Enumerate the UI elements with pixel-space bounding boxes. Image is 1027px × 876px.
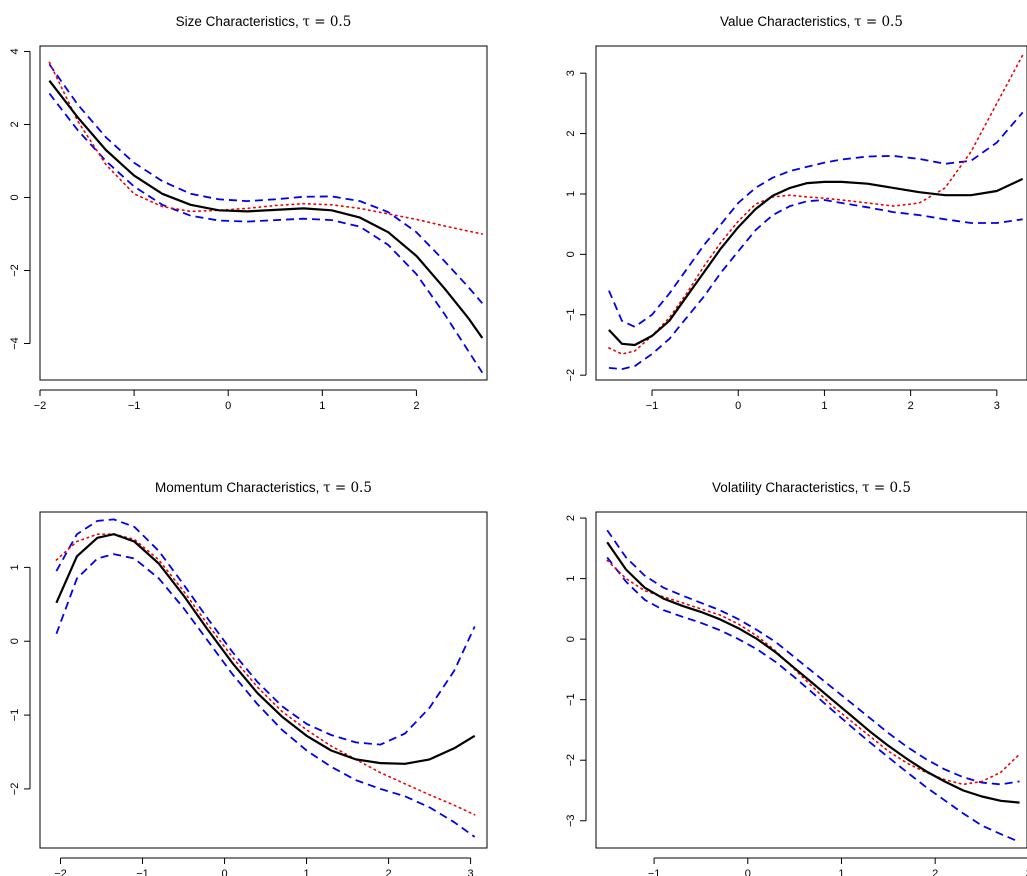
volatility-characteristics-estimate-line bbox=[606, 541, 1020, 804]
value-characteristics-y-tick-label: −2 bbox=[565, 369, 577, 382]
value-characteristics-y-tick-label: 3 bbox=[565, 70, 577, 76]
size-characteristics-plot-frame bbox=[39, 45, 488, 381]
value-characteristics-y-tick-label: 2 bbox=[565, 131, 577, 137]
size-characteristics-series-group bbox=[48, 61, 484, 374]
size-characteristics-x-tick-label: −1 bbox=[128, 400, 141, 412]
size-characteristics-y-tick-label: 4 bbox=[9, 48, 21, 54]
value-characteristics-y-tick-label: 0 bbox=[565, 251, 577, 257]
size-characteristics-lower-band-line bbox=[48, 92, 484, 374]
momentum-characteristics-lower-band-line bbox=[55, 553, 476, 838]
momentum-characteristics-x-tick-label: −1 bbox=[136, 868, 149, 876]
momentum-characteristics-y-tick-label: 1 bbox=[9, 564, 21, 570]
value-characteristics-upper-band-line bbox=[608, 111, 1024, 328]
value-characteristics-series-group bbox=[608, 54, 1024, 370]
volatility-characteristics-upper-band-line bbox=[606, 529, 1020, 786]
momentum-characteristics-y-tick-label: 0 bbox=[9, 638, 21, 644]
value-characteristics-estimate-line bbox=[608, 177, 1024, 347]
momentum-characteristics-x-tick-label: 0 bbox=[221, 868, 227, 876]
value-characteristics-title: Value Characteristics, τ = 0.5 bbox=[720, 14, 903, 30]
momentum-characteristics-plot-frame bbox=[39, 511, 488, 849]
size-characteristics-x-tick-label: 0 bbox=[225, 400, 231, 412]
value-characteristics-title-text: Value Characteristics, bbox=[720, 14, 854, 29]
momentum-characteristics-series-group bbox=[55, 518, 476, 838]
size-characteristics-title-tau: τ = 0.5 bbox=[302, 14, 351, 30]
volatility-characteristics-x-tick-label: −1 bbox=[648, 868, 661, 876]
value-characteristics-x-tick-label: −1 bbox=[646, 400, 659, 412]
volatility-characteristics-panel: Volatility Characteristics, τ = 0.5 −1 0 1 2… bbox=[565, 480, 1027, 876]
value-characteristics-comparison-dotted-line bbox=[608, 54, 1024, 355]
size-characteristics-y-tick-label: −4 bbox=[9, 337, 21, 350]
size-characteristics-comparison-dotted-line bbox=[48, 61, 484, 235]
volatility-characteristics-x-tick-label: 1 bbox=[838, 868, 844, 876]
momentum-characteristics-x-tick-label: 1 bbox=[303, 868, 309, 876]
size-characteristics-x-tick-label: −2 bbox=[34, 400, 47, 412]
momentum-characteristics-panel: Momentum Characteristics, τ = 0.5 −2 −1 0 1 2… bbox=[9, 480, 488, 876]
momentum-characteristics-y-tick-label: −2 bbox=[9, 783, 21, 796]
volatility-characteristics-y-tick-label: 1 bbox=[565, 576, 577, 582]
size-characteristics-x-tick-label: 2 bbox=[413, 400, 419, 412]
size-characteristics-y-tick-label: 2 bbox=[9, 121, 21, 127]
size-characteristics-panel: Size Characteristics, τ = 0.5 −2 −1 0 1 2 −4 −2… bbox=[9, 14, 488, 412]
momentum-characteristics-estimate-line bbox=[55, 533, 476, 765]
size-characteristics-upper-band-line bbox=[48, 63, 483, 304]
momentum-characteristics-title-text: Momentum Characteristics, bbox=[155, 480, 323, 495]
momentum-characteristics-title: Momentum Characteristics, τ = 0.5 bbox=[155, 480, 372, 496]
volatility-characteristics-title-tau: τ = 0.5 bbox=[862, 480, 911, 496]
momentum-characteristics-x-tick-label: −2 bbox=[54, 868, 67, 876]
value-characteristics-x-tick-label: 0 bbox=[735, 400, 741, 412]
value-characteristics-y-tick-label: 1 bbox=[565, 191, 577, 197]
volatility-characteristics-y-tick-label: −2 bbox=[565, 754, 577, 767]
size-characteristics-estimate-line bbox=[48, 80, 484, 339]
size-characteristics-y-tick-label: 0 bbox=[9, 194, 21, 200]
momentum-characteristics-y-tick-label: −1 bbox=[9, 709, 21, 722]
value-characteristics-x-tick-label: 3 bbox=[994, 400, 1000, 412]
momentum-characteristics-comparison-dotted-line bbox=[55, 533, 476, 816]
volatility-characteristics-y-tick-label: 2 bbox=[565, 515, 577, 521]
momentum-characteristics-title-tau: τ = 0.5 bbox=[323, 480, 372, 496]
momentum-characteristics-upper-band-line bbox=[55, 518, 476, 746]
size-characteristics-title: Size Characteristics, τ = 0.5 bbox=[176, 14, 352, 30]
volatility-characteristics-x-tick-label: 2 bbox=[932, 868, 938, 876]
volatility-characteristics-title: Volatility Characteristics, τ = 0.5 bbox=[712, 480, 911, 496]
size-characteristics-x-tick-label: 1 bbox=[319, 400, 325, 412]
value-characteristics-plot-frame bbox=[595, 45, 1027, 381]
momentum-characteristics-x-tick-label: 3 bbox=[468, 868, 474, 876]
volatility-characteristics-y-tick-label: 0 bbox=[565, 636, 577, 642]
value-characteristics-x-tick-label: 1 bbox=[821, 400, 827, 412]
size-characteristics-title-text: Size Characteristics, bbox=[176, 14, 303, 29]
volatility-characteristics-series-group bbox=[606, 529, 1021, 843]
value-characteristics-title-tau: τ = 0.5 bbox=[854, 14, 903, 30]
volatility-characteristics-title-text: Volatility Characteristics, bbox=[712, 480, 862, 495]
volatility-characteristics-x-tick-label: 0 bbox=[745, 868, 751, 876]
volatility-characteristics-y-tick-label: −1 bbox=[565, 693, 577, 706]
volatility-characteristics-x-tick-label: 3 bbox=[1026, 868, 1027, 876]
value-characteristics-x-tick-label: 2 bbox=[908, 400, 914, 412]
volatility-characteristics-lower-band-line bbox=[606, 556, 1020, 843]
value-characteristics-panel: Value Characteristics, τ = 0.5 −1 0 1 2 3 −2 −1… bbox=[565, 14, 1027, 412]
size-characteristics-y-tick-label: −2 bbox=[9, 264, 21, 277]
value-characteristics-lower-band-line bbox=[608, 199, 1023, 370]
volatility-characteristics-comparison-dotted-line bbox=[606, 559, 1021, 786]
volatility-characteristics-plot-frame bbox=[595, 511, 1027, 849]
value-characteristics-y-tick-label: −1 bbox=[565, 308, 577, 321]
volatility-characteristics-y-tick-label: −3 bbox=[565, 814, 577, 827]
momentum-characteristics-x-tick-label: 2 bbox=[386, 868, 392, 876]
